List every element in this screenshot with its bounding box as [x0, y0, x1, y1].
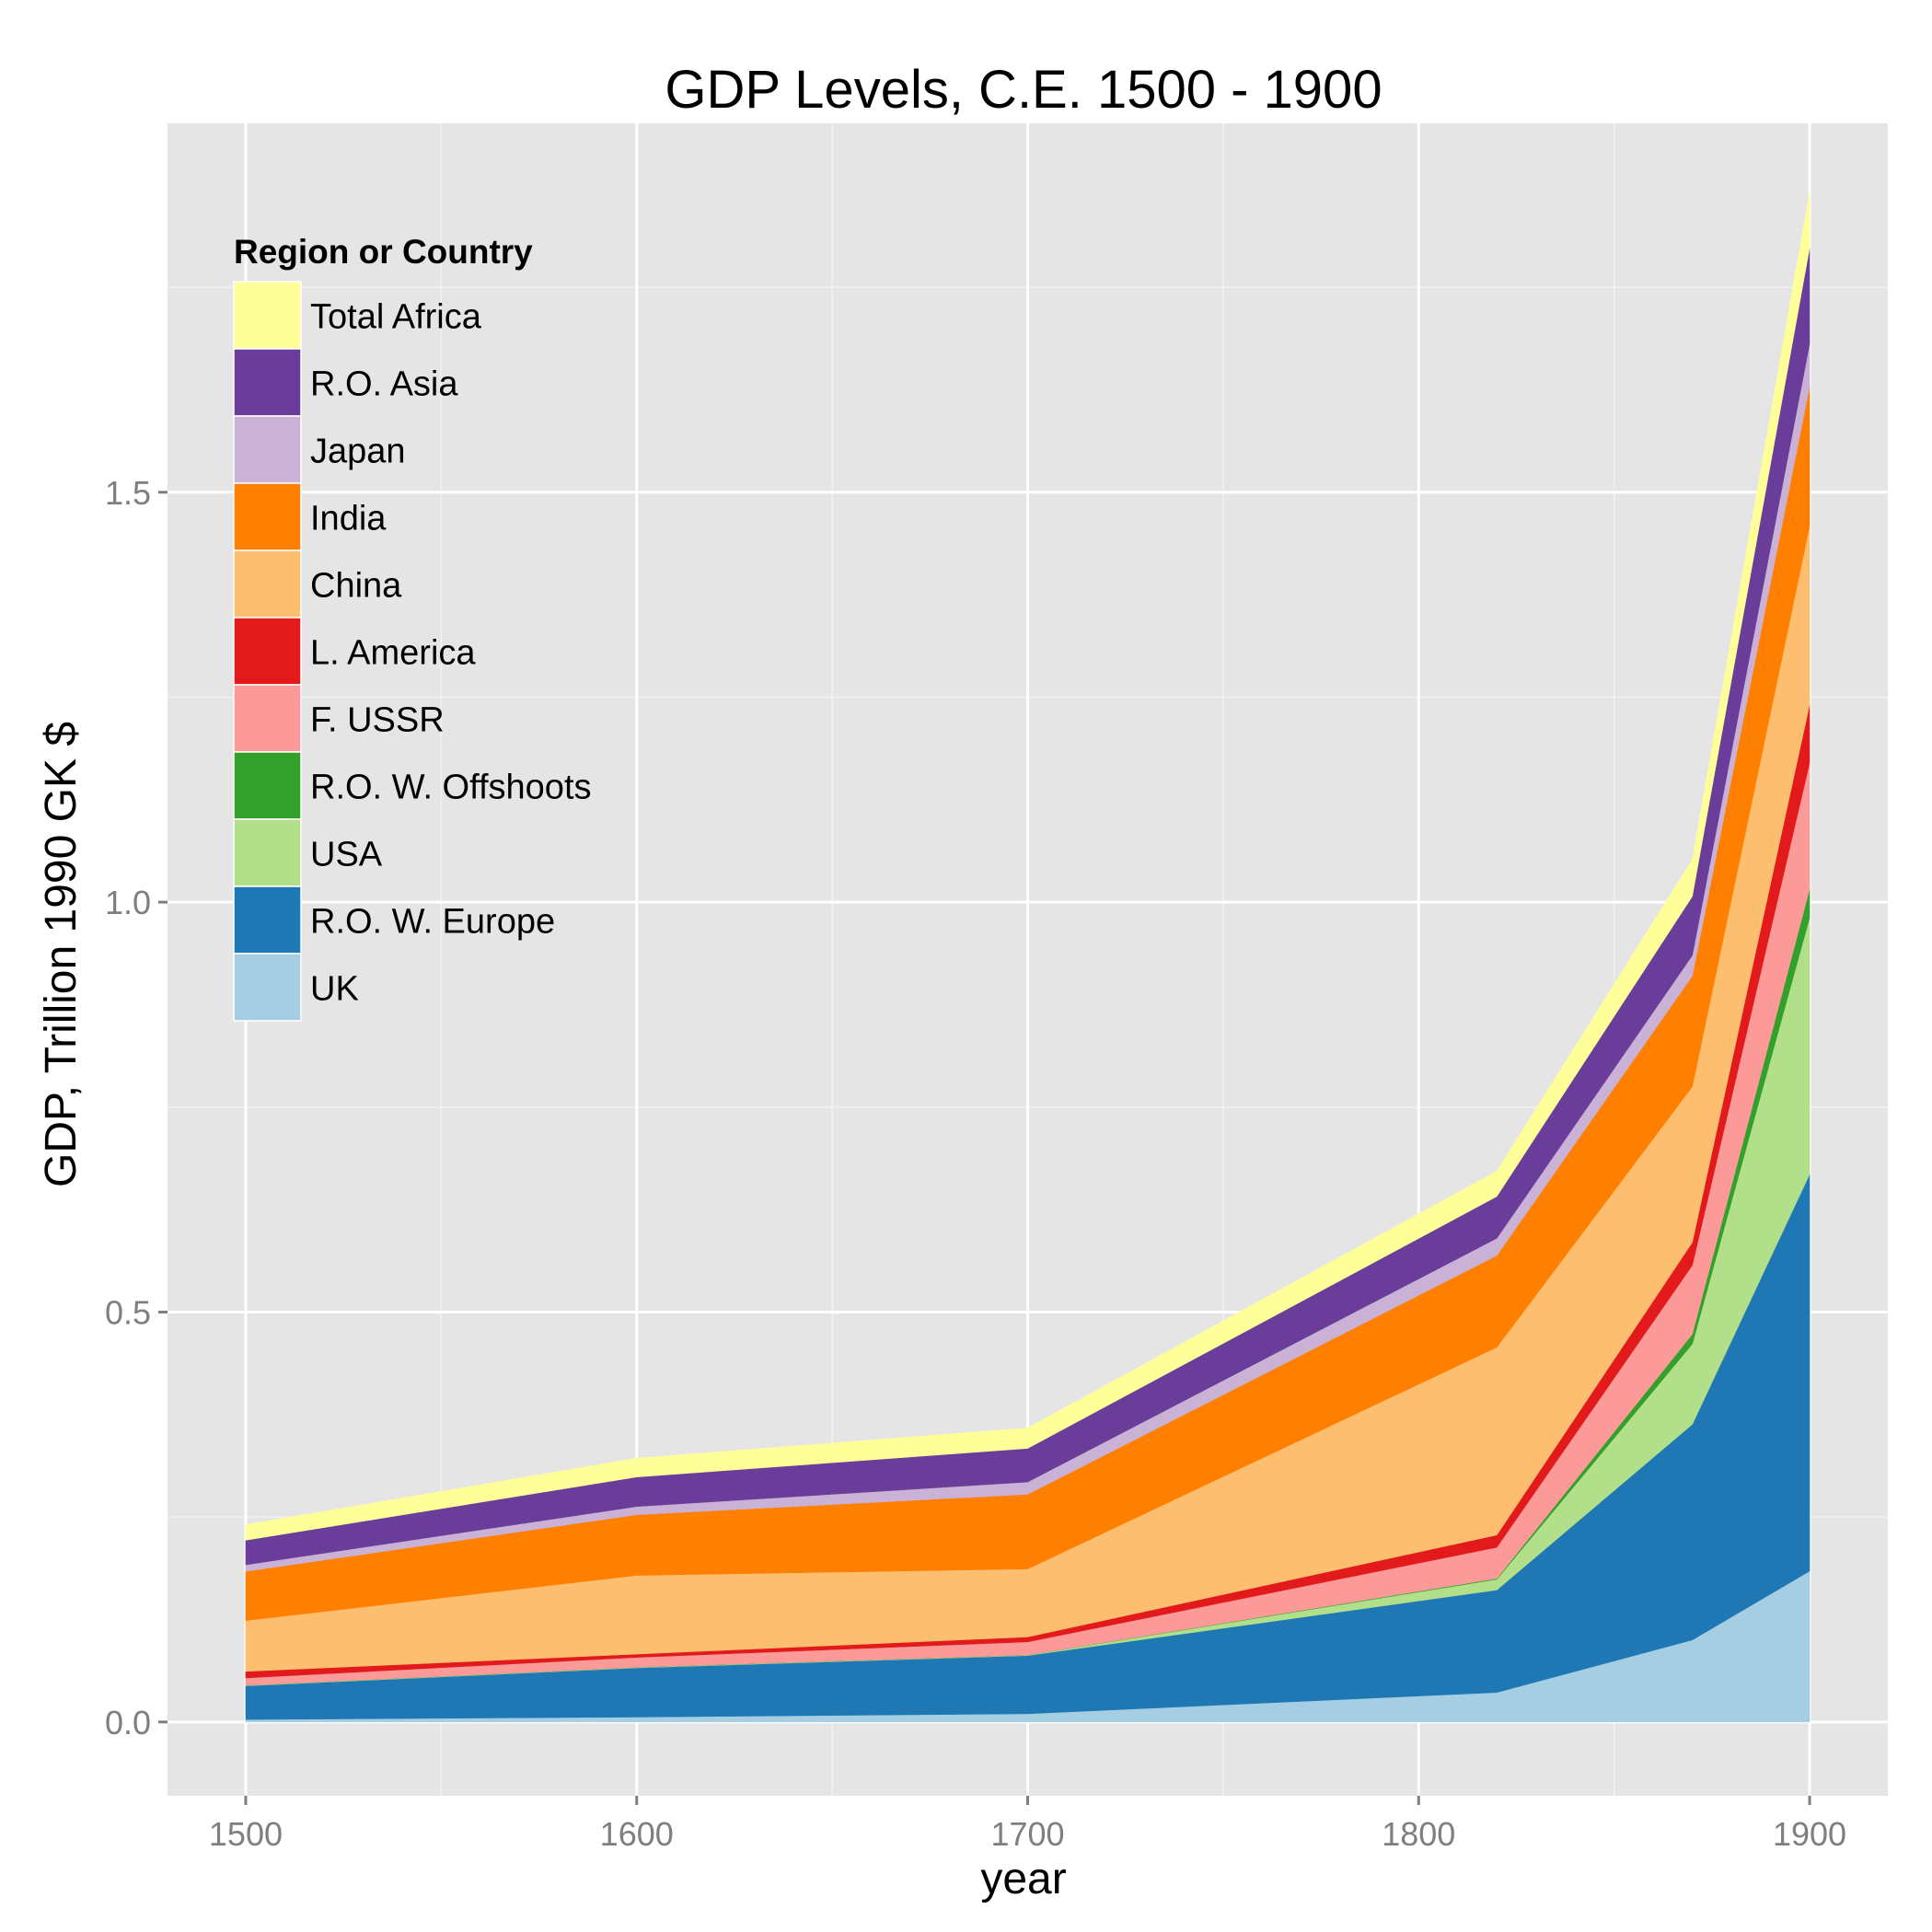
x-tick-label: 1800	[1382, 1815, 1455, 1853]
legend-label-l-america: L. America	[310, 634, 476, 673]
legend-key-r-o-w-europe	[233, 885, 302, 954]
legend-key-r-o-w-offshoots	[233, 751, 302, 820]
area-total-africa	[245, 191, 1811, 1541]
y-tick-label: 1.0	[105, 884, 151, 921]
legend-key-usa	[233, 818, 302, 887]
x-tick-label: 1700	[990, 1815, 1064, 1853]
chart-title: GDP Levels, C.E. 1500 - 1900	[665, 60, 1382, 120]
legend-label-total-africa: Total Africa	[310, 298, 482, 337]
legend-key-india	[233, 482, 302, 551]
y-tick-label: 0.0	[105, 1704, 151, 1741]
legend-key-uk	[233, 953, 302, 1022]
legend-label-uk: UK	[310, 970, 359, 1009]
legend-label-japan: Japan	[310, 433, 406, 471]
x-tick-label: 1500	[209, 1815, 283, 1853]
y-axis-label: GDP, Trillion 1990 GK $	[37, 722, 86, 1187]
legend-label-r-o-w-europe: R.O. W. Europe	[310, 903, 555, 942]
legend-label-r-o-w-offshoots: R.O. W. Offshoots	[310, 769, 592, 807]
x-axis: 1500 1600 1700 1800 1900	[209, 1796, 1846, 1853]
legend-key-r-o-asia	[233, 348, 302, 417]
legend-label-r-o-asia: R.O. Asia	[310, 365, 458, 404]
x-axis-label: year	[980, 1855, 1066, 1903]
legend-key-l-america	[233, 617, 302, 686]
legend: Region or Country Total Africa R.O. Asia J…	[233, 233, 592, 1022]
legend-label-f-ussr: F. USSR	[310, 701, 445, 740]
legend-items: Total Africa R.O. Asia Japan India China L. A…	[233, 281, 592, 1022]
y-tick-label: 1.5	[105, 474, 151, 512]
legend-label-usa: USA	[310, 836, 383, 874]
legend-key-china	[233, 550, 302, 619]
x-tick-label: 1600	[600, 1815, 674, 1853]
area-series	[245, 191, 1811, 1723]
x-tick-label: 1900	[1773, 1815, 1846, 1853]
legend-label-india: India	[310, 500, 387, 538]
legend-title: Region or Country	[234, 233, 533, 271]
y-tick-label: 0.5	[105, 1293, 151, 1331]
legend-key-japan	[233, 415, 302, 484]
legend-key-f-ussr	[233, 684, 302, 753]
y-axis: 0.0 0.5 1.0 1.5	[105, 474, 168, 1741]
legend-label-china: China	[310, 567, 402, 606]
legend-key-total-africa	[233, 281, 302, 350]
